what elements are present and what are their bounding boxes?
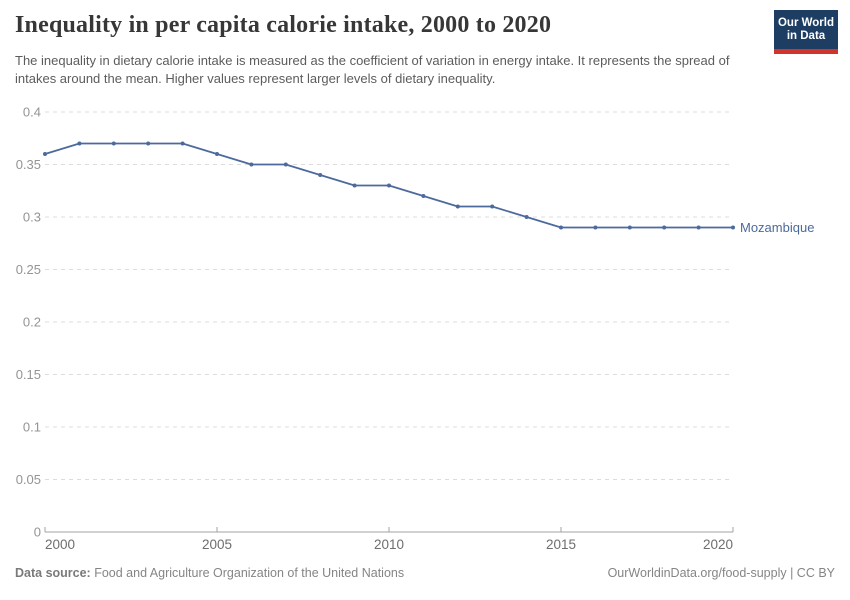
data-point[interactable] <box>43 152 47 156</box>
x-tick-label: 2010 <box>374 537 404 552</box>
chart-subtitle: The inequality in dietary calorie intake… <box>15 53 730 86</box>
data-point[interactable] <box>593 225 598 230</box>
data-point[interactable] <box>696 225 701 230</box>
data-point[interactable] <box>559 225 563 230</box>
data-point[interactable] <box>283 162 288 167</box>
data-point[interactable] <box>524 215 529 219</box>
owid-logo-line1: Our World <box>777 16 834 29</box>
data-point[interactable] <box>731 225 735 230</box>
data-source-text: Data source: Food and Agriculture Organi… <box>15 566 405 580</box>
data-point[interactable] <box>662 225 667 230</box>
page-title: Inequality in per capita calorie intake,… <box>15 12 552 38</box>
footer-link[interactable]: OurWorldinData.org/food-supply | CC BY <box>607 566 835 580</box>
data-point[interactable] <box>627 225 632 230</box>
line-chart: 0 0.05 0.1 0.15 0.2 0.25 0.3 0.35 0.4 2000 2005 201… <box>16 105 735 552</box>
y-tick-label: 0.35 <box>16 157 41 172</box>
y-tick-label: 0.05 <box>16 472 41 487</box>
x-tick-label: 2000 <box>45 537 75 552</box>
owid-logo[interactable]: Our World in Data <box>774 10 838 54</box>
y-tick-label: 0.4 <box>23 105 41 120</box>
data-source-label: Data source: <box>15 566 91 580</box>
owid-logo-line2: in Data <box>786 29 826 42</box>
chart-footer: Data source: Food and Agriculture Organi… <box>15 566 835 580</box>
data-point[interactable] <box>455 204 460 209</box>
y-tick-label: 0.3 <box>23 210 41 225</box>
data-point[interactable] <box>180 141 185 146</box>
y-tick-label: 0 <box>34 525 41 540</box>
y-tick-label: 0.2 <box>23 315 41 330</box>
y-tick-label: 0.15 <box>16 367 41 382</box>
data-point[interactable] <box>249 162 254 167</box>
x-tick-label: 2005 <box>202 537 232 552</box>
data-point[interactable] <box>318 173 323 177</box>
y-tick-label: 0.25 <box>16 262 41 277</box>
data-point[interactable] <box>111 141 116 146</box>
data-point[interactable] <box>146 141 151 146</box>
data-point[interactable] <box>490 204 495 209</box>
data-point[interactable] <box>215 152 219 156</box>
x-tick-label: 2015 <box>546 537 576 552</box>
x-tick-label: 2020 <box>703 537 733 552</box>
series-label-mozambique: Mozambique <box>740 219 815 235</box>
data-point[interactable] <box>352 183 357 188</box>
y-tick-label: 0.1 <box>23 420 41 435</box>
data-point[interactable] <box>387 183 391 188</box>
data-point[interactable] <box>421 194 426 198</box>
data-point[interactable] <box>77 141 82 146</box>
